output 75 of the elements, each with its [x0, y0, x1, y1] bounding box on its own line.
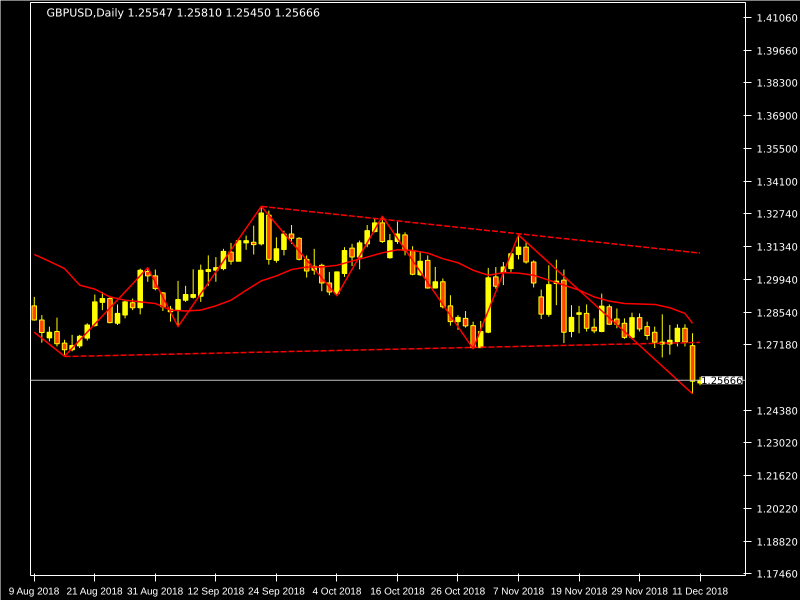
x-tick-label: 24 Sep 2018	[248, 586, 306, 598]
candlestick	[636, 312, 642, 332]
x-tick-label: 12 Sep 2018	[188, 586, 245, 598]
candlestick	[644, 321, 650, 340]
y-tick-label: 1.20220	[756, 504, 798, 516]
y-tick-label: 1.41060	[756, 13, 798, 24]
candlestick	[538, 289, 544, 320]
candlestick	[629, 312, 635, 340]
candlestick	[334, 270, 340, 296]
x-tick-label: 29 Nov 2018	[611, 586, 668, 598]
x-tick-label: 4 Oct 2018	[312, 586, 362, 598]
candlestick	[652, 326, 658, 349]
x-tick-label: 26 Oct 2018	[430, 586, 486, 598]
x-tick-label: 7 Nov 2018	[492, 586, 545, 598]
candlestick	[342, 246, 348, 278]
candlestick	[591, 318, 597, 334]
y-tick-label: 1.32740	[756, 209, 798, 220]
x-tick-label: 16 Oct 2018	[370, 586, 426, 598]
x-tick-label: 11 Dec 2018	[672, 586, 729, 598]
y-tick-label: 1.27180	[756, 340, 798, 352]
candlestick	[114, 304, 120, 326]
candlestick	[516, 234, 522, 260]
candlestick	[493, 266, 499, 290]
x-tick-label: 9 Aug 2018	[8, 586, 60, 598]
candlestick	[122, 300, 128, 319]
candlestick	[92, 294, 98, 328]
candlestick	[584, 304, 590, 332]
y-tick-label: 1.29940	[756, 275, 798, 286]
candlestick	[32, 296, 38, 322]
candlestick	[432, 266, 438, 290]
candlestick	[243, 235, 249, 250]
candlestick	[46, 326, 52, 342]
candlestick	[100, 291, 106, 311]
y-tick-label: 1.23020	[756, 438, 798, 450]
chart-title: GBPUSD,Daily 1.25547 1.25810 1.25450 1.25666	[46, 6, 320, 20]
candlestick	[568, 304, 574, 338]
candlestick	[523, 242, 529, 264]
candlestick	[250, 225, 256, 255]
y-tick-label: 1.36900	[756, 111, 798, 122]
candlestick	[682, 324, 688, 347]
candlestick	[175, 280, 181, 328]
candlestick	[349, 243, 355, 267]
y-tick-label: 1.17460	[756, 570, 798, 581]
y-tick-label: 1.21620	[756, 472, 798, 483]
candlestick	[190, 268, 196, 300]
candlestick	[182, 285, 188, 302]
candlestick	[236, 238, 242, 262]
candlestick	[274, 236, 280, 264]
candlestick	[130, 298, 136, 311]
candlestick	[380, 216, 386, 244]
candlestick	[462, 310, 468, 328]
y-tick-label: 1.35500	[756, 144, 798, 156]
x-tick-label: 31 Aug 2018	[126, 586, 184, 598]
candlestick	[576, 305, 582, 334]
y-tick-label: 1.28540	[756, 308, 798, 320]
candlestick	[62, 339, 68, 356]
ref-line-label: 1.25666	[701, 376, 743, 388]
y-tick-label: 1.38300	[756, 78, 798, 90]
y-tick-label: 1.39660	[756, 46, 798, 58]
candlestick	[281, 230, 287, 256]
candlestick	[206, 254, 212, 286]
candlestick	[674, 324, 680, 347]
x-tick-label: 21 Aug 2018	[66, 586, 124, 598]
y-tick-label: 1.31340	[756, 242, 798, 254]
candlestick	[228, 242, 234, 266]
candlestick	[530, 260, 536, 288]
candlestick	[54, 317, 60, 347]
candlestick	[288, 224, 294, 244]
y-tick-label: 1.24380	[756, 406, 798, 418]
x-tick-label: 19 Nov 2018	[550, 586, 608, 598]
y-tick-label: 1.18820	[756, 538, 798, 549]
candlestick	[455, 314, 461, 330]
y-tick-label: 1.34100	[756, 177, 798, 188]
candlestick	[39, 314, 45, 344]
candlestick	[145, 267, 151, 282]
